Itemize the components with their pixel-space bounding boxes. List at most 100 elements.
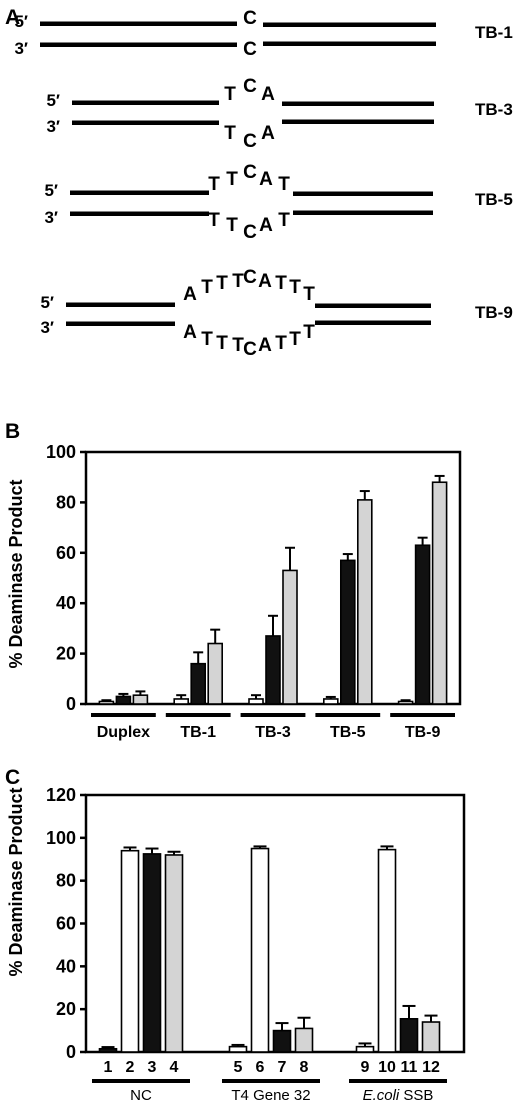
- bottom-base: T: [216, 333, 228, 354]
- top-base: A: [258, 271, 272, 292]
- strand-top-right: [263, 22, 436, 27]
- top-base: T: [232, 271, 244, 292]
- y-tick-label: 20: [56, 999, 76, 1019]
- group-label-text: NC: [130, 1087, 152, 1104]
- lane-label: 10: [378, 1059, 396, 1076]
- three-prime-label: 3′: [14, 39, 28, 58]
- bar: [248, 698, 264, 705]
- bottom-base: T: [224, 123, 236, 144]
- bar: [399, 1018, 419, 1053]
- y-tick-label: 60: [56, 543, 76, 563]
- category-label: TB-1: [180, 724, 216, 741]
- strand-bottom-left: [66, 321, 175, 326]
- chart-b: % Deaminase Product 0 20 40 60 80 100 Duplex TB…: [6, 442, 462, 741]
- category-label: TB-5: [330, 724, 366, 741]
- bar: [120, 849, 140, 1053]
- y-tick-label: 20: [56, 644, 76, 664]
- five-prime-label: 5′: [44, 181, 58, 200]
- y-tick-label: 80: [56, 492, 76, 512]
- y-tick-label: 0: [66, 694, 76, 714]
- category-underline: [315, 713, 381, 717]
- bar: [98, 1047, 118, 1053]
- y-tick-label: 100: [46, 442, 76, 462]
- strand-bottom-left: [40, 42, 237, 47]
- panel-a-letter: A: [5, 6, 20, 29]
- bar: [339, 559, 356, 705]
- bar: [173, 698, 189, 705]
- top-base: T: [303, 284, 315, 305]
- category-underline: [165, 713, 231, 717]
- chart-b-ylabel: % Deaminase Product: [6, 479, 26, 668]
- lane-label: 8: [300, 1059, 309, 1076]
- top-base: C: [243, 8, 257, 29]
- top-base: C: [243, 76, 257, 97]
- top-base: T: [278, 174, 290, 195]
- lane-label: 7: [278, 1059, 287, 1076]
- bar: [115, 695, 132, 705]
- three-prime-label: 3′: [44, 208, 58, 227]
- category-underline: [91, 713, 156, 717]
- lane-label: 5: [234, 1059, 243, 1076]
- bottom-base: C: [243, 339, 257, 360]
- y-tick-label: 100: [46, 828, 76, 848]
- group-underline: [92, 1079, 190, 1083]
- group-underline: [349, 1079, 447, 1083]
- bar: [250, 847, 270, 1053]
- strand-top-left: [72, 100, 219, 105]
- bottom-base: T: [232, 335, 244, 356]
- top-base: A: [183, 284, 197, 305]
- bar: [98, 700, 115, 705]
- chart-c-ylabel: % Deaminase Product: [6, 787, 26, 976]
- bar: [265, 635, 281, 705]
- y-tick-label: 40: [56, 593, 76, 613]
- lane-label: 4: [170, 1059, 179, 1076]
- three-prime-label: 3′: [46, 117, 60, 136]
- bar: [142, 853, 162, 1053]
- category-underline: [240, 713, 306, 717]
- bottom-base: A: [258, 335, 272, 356]
- top-base: T: [289, 277, 301, 298]
- construct-name: TB-1: [475, 23, 513, 42]
- construct-name: TB-3: [475, 100, 513, 119]
- bottom-base: T: [275, 333, 287, 354]
- y-tick-label: 40: [56, 956, 76, 976]
- strand-top-left: [40, 21, 237, 26]
- y-tick-label: 60: [56, 914, 76, 934]
- category-label: Duplex: [97, 724, 150, 741]
- strand-top-left: [66, 302, 175, 307]
- category-label: TB-9: [405, 724, 441, 741]
- construct-name: TB-5: [475, 190, 513, 209]
- group-label-italic: E.coli: [363, 1087, 400, 1104]
- construct-name: TB-9: [475, 303, 513, 322]
- bottom-base: T: [278, 210, 290, 231]
- top-base: C: [243, 162, 257, 183]
- group-label: T4 Gene 32: [231, 1087, 310, 1104]
- group-label: E.coli SSB: [363, 1087, 434, 1104]
- bar: [164, 854, 184, 1053]
- lane-label: 9: [361, 1059, 370, 1076]
- strand-top-left: [70, 190, 209, 195]
- top-base: T: [216, 273, 228, 294]
- bottom-base: A: [259, 215, 273, 236]
- bar: [356, 499, 373, 705]
- panel-b-letter: B: [5, 420, 20, 443]
- y-tick-label: 80: [56, 871, 76, 891]
- bar: [355, 1045, 375, 1053]
- group-underline: [222, 1079, 320, 1083]
- bar: [397, 700, 414, 705]
- bar: [132, 694, 149, 705]
- bottom-base: C: [243, 131, 257, 152]
- top-base: T: [224, 84, 236, 105]
- strand-top-right: [282, 101, 434, 106]
- bottom-base: C: [243, 39, 257, 60]
- lane-label: 6: [256, 1059, 265, 1076]
- bar: [207, 642, 223, 705]
- five-prime-label: 5′: [14, 12, 28, 31]
- strand-bottom-right: [315, 320, 431, 325]
- strand-bottom-left: [72, 120, 219, 125]
- panel-c-letter: C: [5, 766, 20, 789]
- strand-bottom-right: [282, 119, 434, 124]
